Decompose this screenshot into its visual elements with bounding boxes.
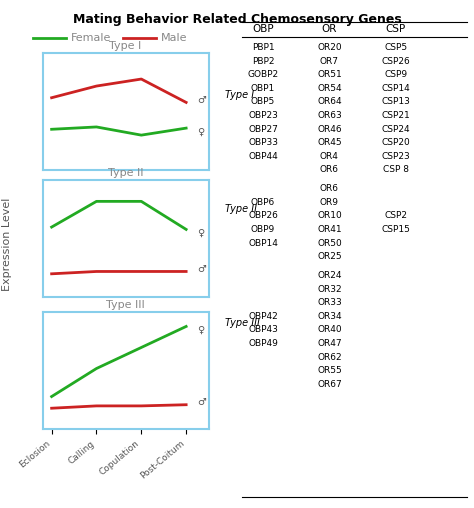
Text: CSP13: CSP13	[382, 98, 410, 106]
Text: OR50: OR50	[317, 239, 342, 247]
Text: CSP20: CSP20	[382, 138, 410, 147]
Text: OR4: OR4	[320, 152, 339, 161]
Text: ♀: ♀	[197, 325, 204, 335]
Text: OR67: OR67	[317, 380, 342, 389]
Text: OR10: OR10	[317, 211, 342, 220]
Text: OR7: OR7	[320, 56, 339, 66]
Text: OBP1: OBP1	[251, 84, 275, 93]
Text: CSP26: CSP26	[382, 56, 410, 66]
Text: Female: Female	[71, 33, 111, 43]
Text: OBP14: OBP14	[248, 239, 278, 247]
Text: ♂: ♂	[197, 264, 206, 274]
Text: OR41: OR41	[317, 225, 342, 234]
Text: Male: Male	[161, 33, 188, 43]
Text: Type II: Type II	[225, 204, 257, 214]
Text: OR46: OR46	[317, 124, 342, 134]
Text: OBP44: OBP44	[248, 152, 278, 161]
Text: CSP15: CSP15	[382, 225, 410, 234]
Text: CSP14: CSP14	[382, 84, 410, 93]
Text: CSP21: CSP21	[382, 111, 410, 120]
Text: OR32: OR32	[317, 284, 342, 294]
Text: ♀: ♀	[197, 228, 204, 238]
Text: CSP 8: CSP 8	[383, 166, 409, 174]
Text: Type I: Type I	[225, 90, 254, 100]
Text: OR63: OR63	[317, 111, 342, 120]
Text: OR55: OR55	[317, 366, 342, 375]
Text: CSP24: CSP24	[382, 124, 410, 134]
Text: OR47: OR47	[317, 339, 342, 348]
Title: Type I: Type I	[109, 41, 142, 51]
Text: OR9: OR9	[320, 198, 339, 207]
Text: OR45: OR45	[317, 138, 342, 147]
Text: Expression Level: Expression Level	[2, 197, 12, 291]
Text: OR62: OR62	[317, 353, 342, 362]
Text: ♀: ♀	[197, 126, 204, 137]
Text: OR64: OR64	[317, 98, 342, 106]
Text: OBP43: OBP43	[248, 326, 278, 334]
Title: Type II: Type II	[108, 168, 143, 178]
Text: CSP5: CSP5	[384, 43, 407, 52]
Text: ♂: ♂	[197, 95, 206, 105]
Text: PBP1: PBP1	[252, 43, 274, 52]
Text: CSP23: CSP23	[382, 152, 410, 161]
Text: OR25: OR25	[317, 252, 342, 261]
Text: Mating Behavior Related Chemosensory Genes: Mating Behavior Related Chemosensory Gen…	[73, 13, 401, 26]
Text: OBP5: OBP5	[251, 98, 275, 106]
Text: OBP27: OBP27	[248, 124, 278, 134]
Text: OBP6: OBP6	[251, 198, 275, 207]
Text: OBP33: OBP33	[248, 138, 278, 147]
Text: OR: OR	[322, 24, 337, 34]
Text: OBP49: OBP49	[248, 339, 278, 348]
Text: GOBP2: GOBP2	[247, 70, 279, 79]
Title: Type III: Type III	[106, 300, 145, 310]
Text: CSP: CSP	[386, 24, 406, 34]
Text: Type III: Type III	[225, 318, 260, 328]
Text: OR34: OR34	[317, 312, 342, 321]
Text: OR33: OR33	[317, 298, 342, 307]
Text: OR20: OR20	[317, 43, 342, 52]
Text: OBP: OBP	[252, 24, 274, 34]
Text: ♂: ♂	[197, 397, 206, 407]
Text: CSP9: CSP9	[384, 70, 407, 79]
Text: OR24: OR24	[317, 271, 342, 280]
Text: OR51: OR51	[317, 70, 342, 79]
Text: OR54: OR54	[317, 84, 342, 93]
Text: OBP9: OBP9	[251, 225, 275, 234]
Text: OR40: OR40	[317, 326, 342, 334]
Text: PBP2: PBP2	[252, 56, 274, 66]
Text: OBP23: OBP23	[248, 111, 278, 120]
Text: CSP2: CSP2	[384, 211, 407, 220]
Text: OBP26: OBP26	[248, 211, 278, 220]
Text: OR6: OR6	[320, 184, 339, 193]
Text: OBP42: OBP42	[248, 312, 278, 321]
Text: OR6: OR6	[320, 166, 339, 174]
